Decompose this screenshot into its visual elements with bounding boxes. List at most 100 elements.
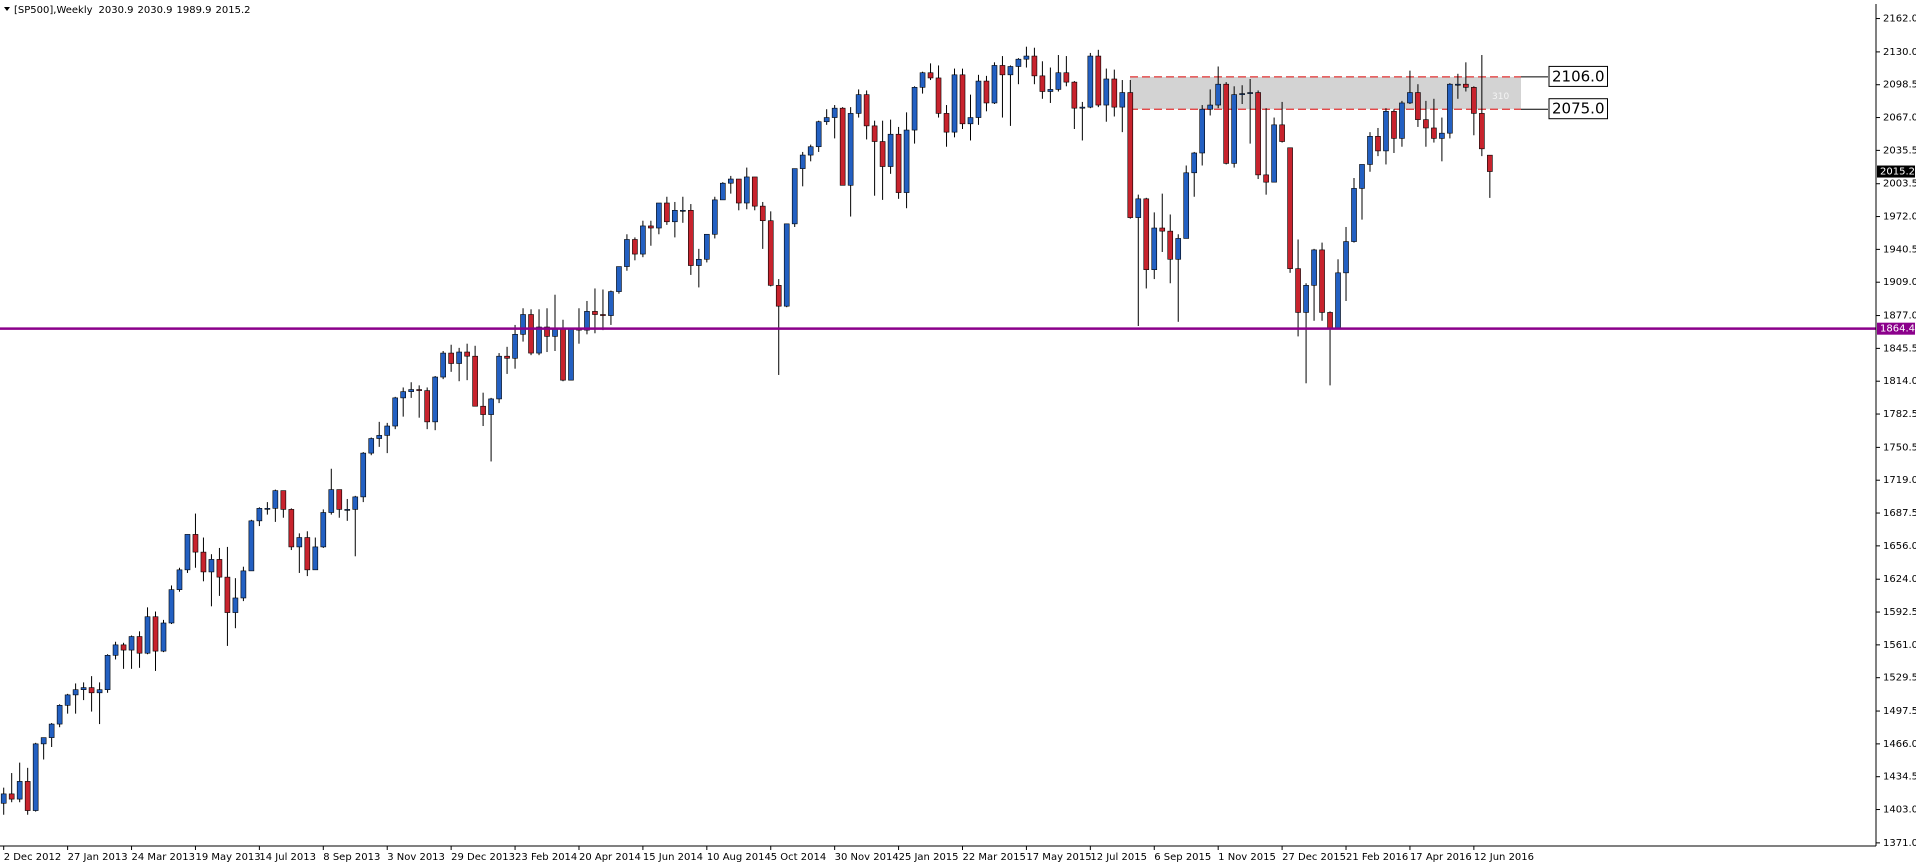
header-open: 2030.9	[99, 5, 134, 16]
candle-body	[1199, 108, 1205, 154]
candle-body	[584, 311, 590, 331]
candle-body	[1063, 72, 1070, 83]
candle-body	[344, 509, 351, 511]
candle-body	[903, 129, 910, 193]
candle-body	[871, 125, 878, 142]
candle-body	[879, 141, 886, 167]
x-tick-label: 30 Nov 2014	[835, 852, 899, 863]
y-tick-label: 1592.5	[1883, 607, 1916, 618]
candle-body	[751, 176, 758, 207]
candle-body	[1375, 136, 1381, 152]
y-tick-label: 2098.5	[1883, 80, 1916, 91]
candle-body	[216, 559, 223, 578]
candle-body	[496, 355, 502, 400]
candle-body	[1447, 83, 1453, 134]
candle-body	[767, 220, 774, 286]
candle-body	[975, 80, 982, 118]
x-tick-label: 2 Dec 2012	[4, 852, 62, 863]
candle-body	[1127, 92, 1134, 218]
candle-body	[1415, 92, 1421, 120]
candle-body	[991, 65, 998, 104]
y-tick-label: 1940.5	[1883, 244, 1916, 255]
y-tick-label: 1845.5	[1883, 343, 1916, 354]
candle-body	[1143, 198, 1150, 271]
candle-body	[1247, 92, 1253, 94]
candle-body	[264, 508, 271, 510]
candle-body	[616, 266, 622, 292]
candle-body	[0, 793, 7, 804]
candle-body	[624, 239, 630, 267]
candle-body	[1079, 106, 1086, 109]
candle-body	[1055, 72, 1062, 90]
candle-body	[1359, 164, 1365, 189]
candle-body	[152, 616, 159, 652]
y-tick-label: 1909.0	[1883, 277, 1916, 288]
candle-body	[592, 311, 598, 315]
candle-body	[32, 743, 39, 811]
candle-body	[536, 326, 542, 354]
candle-body	[336, 489, 343, 510]
candle-body	[8, 793, 15, 800]
price-label: 2015.2	[1880, 167, 1915, 178]
candle-body	[448, 352, 454, 364]
candle-body	[791, 168, 798, 225]
candle-body	[248, 520, 255, 572]
candle-body	[943, 113, 950, 133]
candle-body	[312, 546, 319, 571]
y-tick-label: 1561.0	[1883, 640, 1916, 651]
candle-body	[560, 327, 566, 381]
candle-body	[855, 94, 862, 114]
candle-body	[1431, 127, 1437, 139]
candle-body	[304, 537, 311, 571]
candle-body	[1207, 104, 1213, 110]
candle-body	[1295, 268, 1301, 313]
candle-body	[823, 117, 830, 123]
candle-body	[368, 438, 375, 454]
menu-arrow[interactable]	[4, 7, 10, 11]
candle-body	[1311, 249, 1317, 286]
candle-body	[200, 551, 207, 573]
level-label-box	[1548, 65, 1608, 87]
candle-body	[847, 113, 854, 186]
candle-body	[168, 589, 175, 624]
x-tick-label: 25 Jan 2015	[899, 852, 959, 863]
candle-body	[544, 326, 550, 337]
candle-body	[184, 534, 191, 571]
candle-body	[1031, 55, 1038, 77]
zone-label: 310	[1492, 92, 1509, 102]
candle-body	[88, 687, 95, 694]
candle-body	[735, 178, 742, 204]
candle-body	[712, 199, 718, 235]
candle-layer	[0, 46, 1493, 815]
candle-body	[384, 425, 391, 436]
candle-body	[911, 87, 918, 131]
candle-body	[504, 355, 510, 359]
candle-body	[224, 576, 231, 613]
candle-body	[128, 636, 135, 651]
level-label: 2106.0	[1552, 67, 1605, 85]
candle-body	[919, 72, 926, 88]
candle-body	[512, 334, 518, 359]
x-tick-label: 17 May 2015	[1026, 852, 1091, 863]
candle-body	[160, 622, 167, 652]
x-tick-label: 6 Sep 2015	[1154, 852, 1211, 863]
x-tick-label: 15 Jun 2014	[643, 852, 703, 863]
chart-header: [SP500],Weekly 2030.9 2030.9 1989.9 2015.2	[14, 5, 251, 16]
candle-body	[48, 723, 55, 738]
candle-body	[799, 154, 806, 169]
candle-body	[240, 570, 247, 599]
candle-body	[680, 209, 686, 212]
y-tick-label: 1750.5	[1883, 442, 1916, 453]
candle-body	[120, 644, 127, 651]
candle-body	[1215, 83, 1221, 106]
candle-body	[1159, 227, 1166, 232]
candle-body	[320, 512, 327, 548]
y-tick-label: 1434.5	[1883, 772, 1916, 783]
candle-body	[392, 397, 399, 427]
candle-body	[288, 509, 295, 548]
candle-body	[424, 390, 430, 423]
candle-body	[400, 391, 407, 399]
y-tick-label: 2035.5	[1883, 145, 1916, 156]
level-price-box	[1877, 322, 1915, 335]
